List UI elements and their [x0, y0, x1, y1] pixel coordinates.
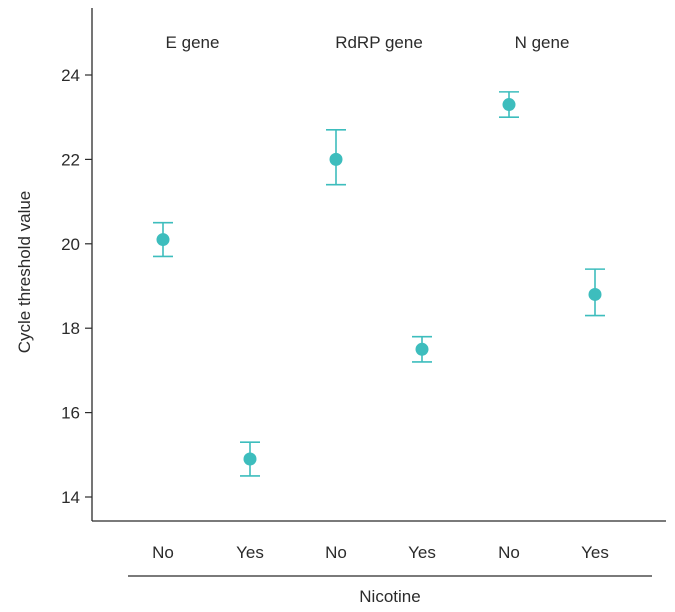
mean-point — [502, 98, 516, 112]
x-category-label: No — [325, 543, 347, 562]
y-tick-label: 16 — [61, 404, 80, 423]
mean-point — [588, 287, 602, 301]
data-point-group — [153, 221, 173, 258]
x-category-label: No — [152, 543, 174, 562]
group-labels: E gene RdRP gene N gene — [166, 33, 570, 52]
y-tick-label: 24 — [61, 66, 80, 85]
x-category-label: Yes — [408, 543, 436, 562]
x-axis-title: Nicotine — [359, 587, 420, 606]
mean-point — [156, 233, 170, 247]
data-point-group — [240, 441, 260, 477]
x-category-label: Yes — [581, 543, 609, 562]
x-category-label: Yes — [236, 543, 264, 562]
y-axis-title: Cycle threshold value — [15, 191, 34, 354]
mean-point — [329, 152, 343, 166]
group-label: RdRP gene — [335, 33, 423, 52]
data-point-group — [326, 129, 346, 186]
y-ticks: 14 16 18 20 22 24 — [61, 66, 92, 507]
group-label: E gene — [166, 33, 220, 52]
y-tick-label: 18 — [61, 319, 80, 338]
data-point-group — [585, 268, 605, 317]
data-point-group — [412, 335, 432, 363]
y-tick-label: 20 — [61, 235, 80, 254]
y-tick-label: 14 — [61, 488, 80, 507]
data-marks — [153, 91, 605, 477]
x-category-labels: No Yes No Yes No Yes — [152, 543, 609, 562]
group-label: N gene — [515, 33, 570, 52]
x-category-label: No — [498, 543, 520, 562]
mean-point — [243, 452, 257, 466]
mean-point — [415, 342, 429, 356]
data-point-group — [499, 91, 519, 118]
y-tick-label: 22 — [61, 150, 80, 169]
